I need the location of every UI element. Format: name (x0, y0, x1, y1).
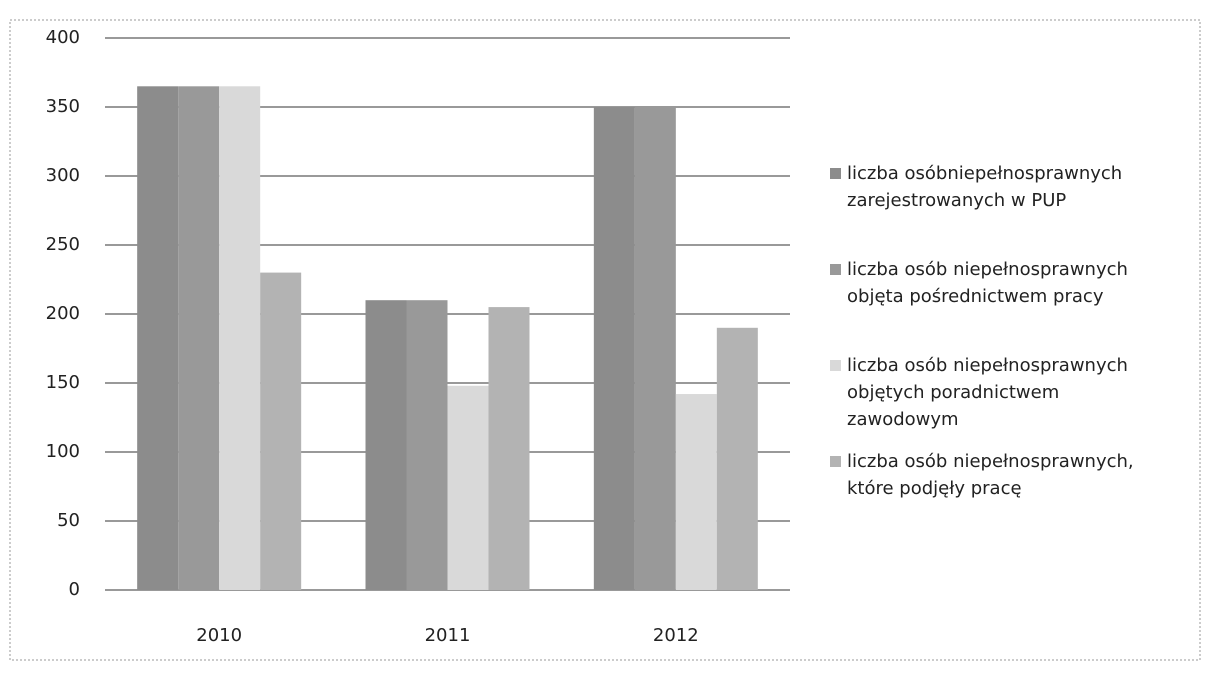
bar (716, 327, 758, 590)
legend-item: liczba osób niepełnosprawnych, które pod… (830, 448, 1170, 544)
y-tick-label: 150 (46, 372, 80, 393)
y-tick-label: 0 (69, 579, 80, 600)
bar (634, 107, 676, 590)
y-tick-label: 400 (46, 27, 80, 48)
bar (365, 300, 407, 590)
legend-swatch (830, 264, 841, 275)
legend-swatch (830, 456, 841, 467)
y-tick-label: 50 (57, 510, 80, 531)
y-tick-label: 350 (46, 96, 80, 117)
legend-swatch (830, 168, 841, 179)
bar (219, 86, 261, 591)
x-tick-label: 2011 (425, 625, 471, 646)
bar (447, 385, 489, 590)
bar (137, 86, 179, 591)
bar (488, 307, 530, 590)
bar (593, 107, 635, 590)
x-tick-label: 2012 (653, 625, 699, 646)
legend-swatch (830, 360, 841, 371)
bar (178, 86, 220, 591)
legend-label: liczba osób niepełnosprawnych objętych p… (847, 355, 1128, 430)
legend-label: liczba osób niepełnosprawnych, które pod… (847, 451, 1134, 499)
x-tick-label: 2010 (196, 625, 242, 646)
legend-item: liczba osóbniepełnosprawnych zarejestrow… (830, 160, 1170, 256)
y-tick-label: 200 (46, 303, 80, 324)
legend-item: liczba osób niepełnosprawnych objęta poś… (830, 256, 1170, 352)
y-tick-label: 250 (46, 234, 80, 255)
bar (260, 272, 302, 590)
legend-label: liczba osóbniepełnosprawnych zarejestrow… (847, 163, 1123, 211)
y-tick-label: 100 (46, 441, 80, 462)
bar (406, 300, 448, 590)
bar (675, 394, 717, 590)
legend-label: liczba osób niepełnosprawnych objęta poś… (847, 259, 1128, 307)
chart-border (9, 19, 1201, 661)
y-tick-label: 300 (46, 165, 80, 186)
legend: liczba osóbniepełnosprawnych zarejestrow… (830, 160, 1170, 544)
legend-item: liczba osób niepełnosprawnych objętych p… (830, 352, 1170, 448)
